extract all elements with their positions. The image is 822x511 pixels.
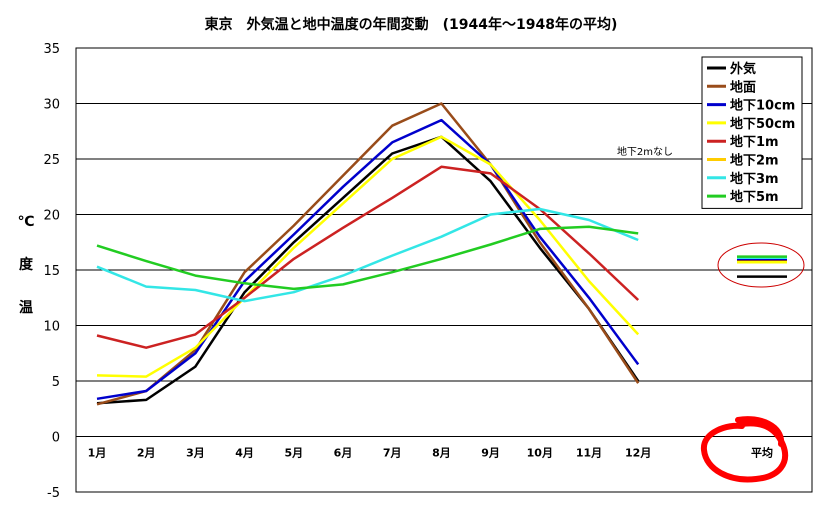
series-line bbox=[96, 118, 640, 401]
y-tick-label: 35 bbox=[43, 42, 60, 57]
y-axis-label: 温 度 ℃ bbox=[18, 214, 35, 316]
average-marks bbox=[737, 255, 787, 278]
y-axis-label-char: ℃ bbox=[18, 214, 35, 230]
x-tick-label: 5月 bbox=[284, 447, 303, 460]
x-tick-label: 4月 bbox=[235, 447, 254, 460]
legend-box bbox=[701, 56, 803, 209]
legend-label: 地面 bbox=[730, 79, 756, 95]
y-axis-label-char: 度 bbox=[19, 256, 34, 273]
chart-title: 東京 外気温と地中温度の年間変動 (1944年～1948年の平均) bbox=[205, 16, 618, 33]
average-ellipse bbox=[717, 242, 805, 288]
legend-label: 地下3m bbox=[730, 171, 779, 187]
series-line bbox=[96, 207, 639, 303]
x-tick-label: 6月 bbox=[334, 447, 353, 460]
y-tick-label: 25 bbox=[43, 153, 60, 168]
y-axis: -5 0 5 10 15 20 25 30 35 bbox=[43, 42, 60, 501]
x-axis: 1月 2月 3月 4月 5月 6月 7月 8月 9月 10月 11月 12月 平均 bbox=[88, 446, 773, 460]
x-tick-label: 2月 bbox=[137, 447, 156, 460]
y-tick-label: -5 bbox=[47, 486, 60, 501]
y-tick-label: 20 bbox=[43, 209, 60, 224]
x-tick-label: 10月 bbox=[527, 447, 553, 460]
y-tick-label: 30 bbox=[43, 98, 60, 113]
legend-label: 地下50cm bbox=[730, 116, 795, 132]
y-tick-label: 0 bbox=[52, 431, 60, 446]
gridlines bbox=[76, 103, 812, 437]
y-tick-label: 10 bbox=[43, 320, 60, 335]
series-line bbox=[96, 165, 640, 349]
legend-label: 外気 bbox=[729, 61, 756, 77]
y-tick-label: 15 bbox=[43, 264, 60, 279]
x-tick-label: 1月 bbox=[88, 447, 107, 460]
y-tick-label: 5 bbox=[52, 375, 60, 390]
x-tick-label: 8月 bbox=[432, 447, 451, 460]
x-tick-label: 3月 bbox=[186, 447, 205, 460]
series-line bbox=[96, 225, 639, 291]
x-tick-label: 12月 bbox=[625, 447, 651, 460]
series-line bbox=[96, 135, 640, 405]
annotation-no-2m: 地下2mなし bbox=[617, 145, 673, 158]
x-tick-label: 9月 bbox=[481, 447, 500, 460]
average-circle-highlight bbox=[701, 416, 788, 483]
legend-label: 地下5m bbox=[730, 189, 779, 205]
series-line bbox=[96, 135, 640, 378]
x-tick-label: 11月 bbox=[576, 447, 602, 460]
plot-area bbox=[75, 47, 813, 493]
series-line bbox=[96, 102, 640, 406]
legend-label: 地下2m bbox=[730, 153, 779, 169]
x-tick-label: 7月 bbox=[383, 447, 402, 460]
legend-label: 地下10cm bbox=[730, 98, 795, 114]
series-lines bbox=[96, 102, 640, 406]
x-tick-label-average: 平均 bbox=[751, 446, 773, 460]
y-axis-label-char: 温 bbox=[19, 300, 33, 316]
legend-label: 地下1m bbox=[730, 134, 779, 150]
